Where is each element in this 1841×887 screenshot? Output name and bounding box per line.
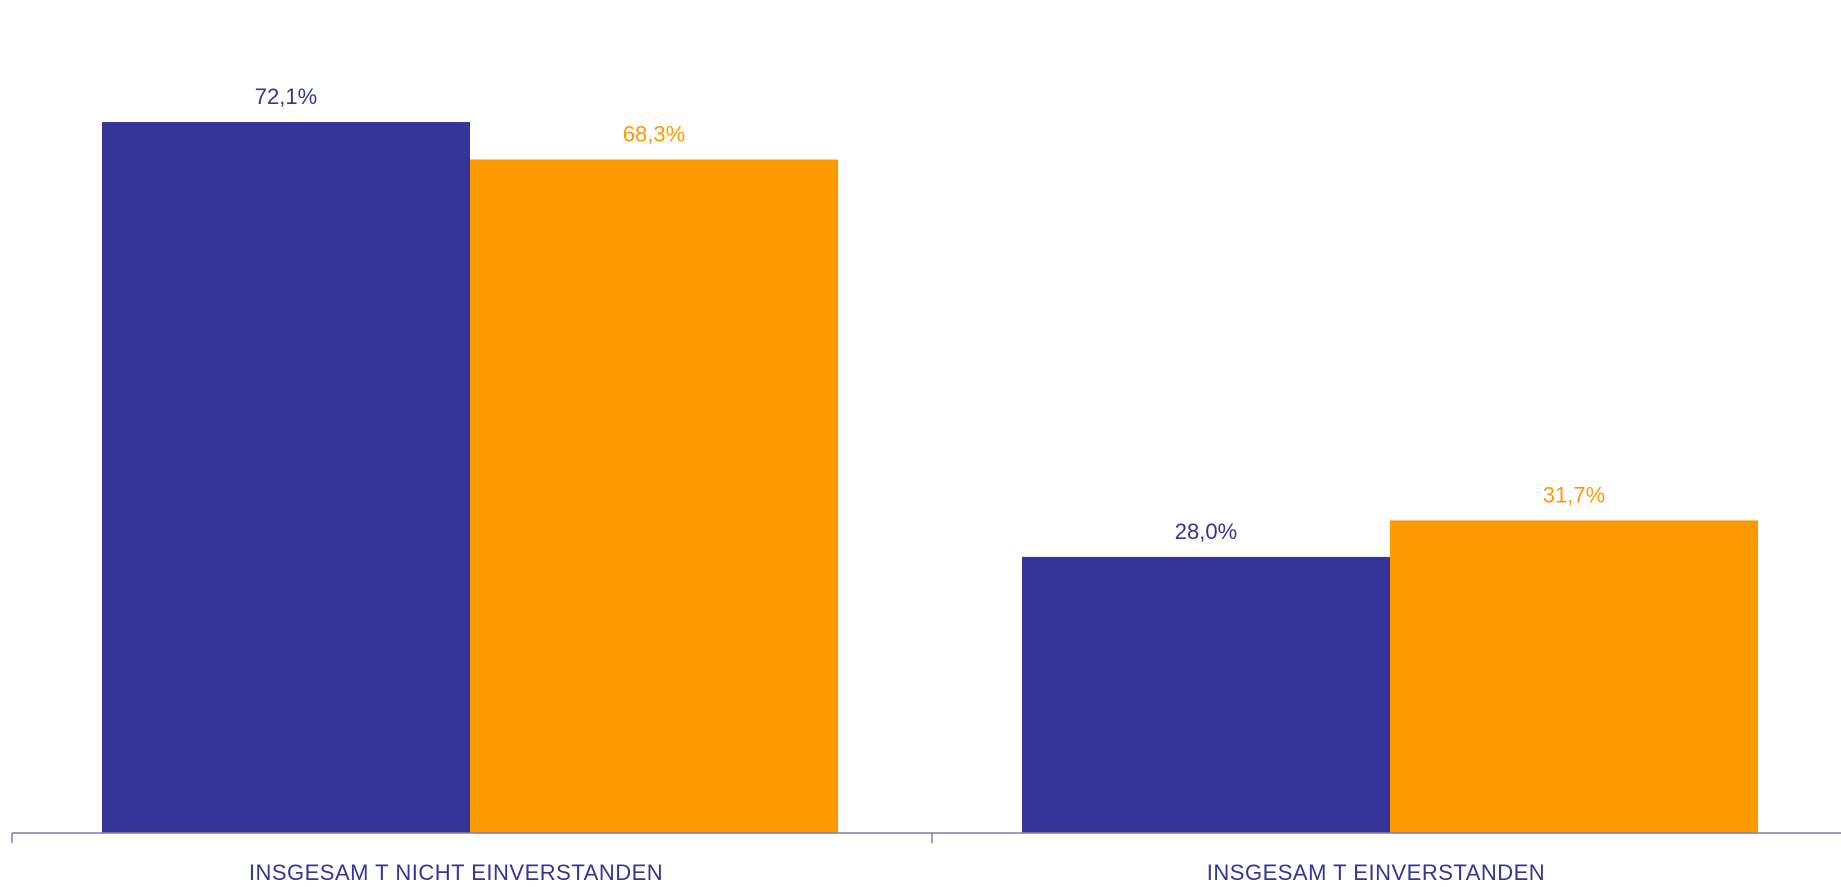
bar-insgesam-t-einverstanden-series-2 [1390,520,1758,833]
x-axis: INSGESAM T NICHT EINVERSTANDEN INSGESAM T… [11,832,1841,885]
bar-insgesam-t-einverstanden-series-1 [1022,556,1390,833]
bar-insgesam-t-nicht-einverstanden-series-2 [470,159,838,833]
bars-layer [102,122,1758,833]
value-label-insgesam-t-einverstanden-series-1: 28,0% [1175,519,1237,544]
value-labels-layer: 72,1% 68,3% 28,0% 31,7% [255,84,1605,544]
bar-insgesam-t-nicht-einverstanden-series-1 [102,122,470,833]
category-label-insgesam-t-einverstanden: INSGESAM T EINVERSTANDEN [1207,860,1545,885]
value-label-insgesam-t-nicht-einverstanden-series-2: 68,3% [623,122,685,147]
category-label-insgesam-t-nicht-einverstanden: INSGESAM T NICHT EINVERSTANDEN [249,860,663,885]
value-label-insgesam-t-einverstanden-series-2: 31,7% [1543,482,1605,507]
value-label-insgesam-t-nicht-einverstanden-series-1: 72,1% [255,84,317,109]
